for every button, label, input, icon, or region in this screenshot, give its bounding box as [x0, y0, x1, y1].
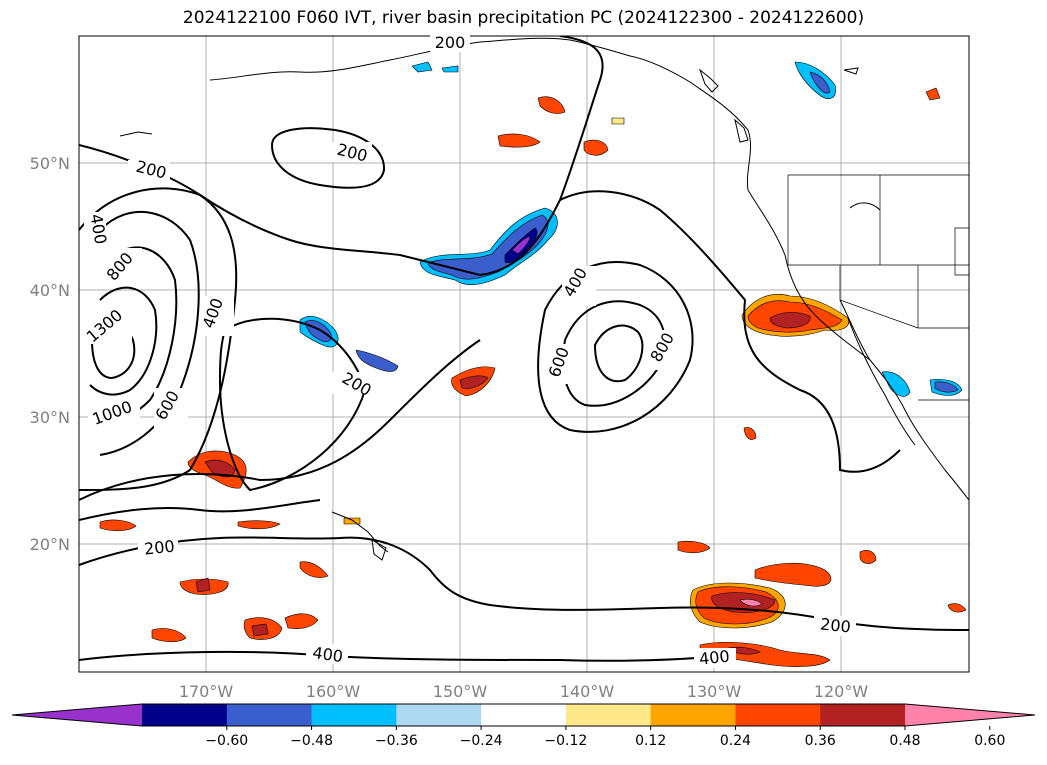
- contour-label: 200: [819, 614, 851, 636]
- lat-label: 40°N: [30, 281, 70, 300]
- colorbar-segment: [565, 704, 652, 726]
- lat-label: 50°N: [30, 154, 70, 173]
- colorbar-segment: [142, 704, 228, 726]
- colorbar-tick-label: 0.12: [635, 733, 666, 749]
- colorbar-segment: [396, 704, 482, 726]
- colorbar-tick-label: −0.12: [544, 733, 587, 749]
- colorbar-segment: [650, 704, 736, 726]
- colorbar-segment: [481, 704, 567, 726]
- lon-label: 140°W: [560, 682, 615, 701]
- colorbar-segment: [820, 704, 906, 726]
- contour-label: 200: [435, 33, 466, 52]
- contour-labels: 200 200 200 200 200 200 400 400 400 400 …: [83, 33, 856, 669]
- colorbar-tick-label: −0.36: [375, 733, 418, 749]
- map-frame: [78, 35, 970, 673]
- map-title: 2024122100 F060 IVT, river basin precipi…: [182, 8, 865, 28]
- lat-label: 30°N: [30, 408, 70, 427]
- graticule: [79, 36, 969, 672]
- contour-label: 400: [311, 643, 344, 666]
- lon-label: 130°W: [687, 682, 742, 701]
- colorbar-extend-low: [12, 704, 142, 726]
- colorbar-segment: [735, 704, 821, 726]
- colorbar-extend-high: [905, 704, 1035, 726]
- colorbar-tick-label: −0.24: [460, 733, 503, 749]
- contour-label: 200: [143, 536, 175, 558]
- contour-label: 400: [698, 646, 730, 668]
- lat-label: 20°N: [30, 535, 70, 554]
- lon-label: 160°W: [306, 682, 361, 701]
- lon-label: 120°W: [814, 682, 869, 701]
- colorbar-segment: [226, 704, 313, 726]
- colorbar-tick-label: 0.24: [720, 733, 751, 749]
- lon-label: 170°W: [179, 682, 234, 701]
- colorbar-tick-label: −0.48: [290, 733, 333, 749]
- colorbar-tick-label: 0.48: [889, 733, 920, 749]
- colorbar-outline: [11, 703, 1036, 727]
- lon-label: 150°W: [433, 682, 488, 701]
- colorbar-tick-label: 0.60: [974, 733, 1005, 749]
- longitude-labels: 170°W 160°W 150°W 140°W 130°W 120°W: [179, 682, 869, 701]
- state-borders: [787, 174, 969, 401]
- coastlines: [119, 37, 969, 561]
- colorbar: −0.60 −0.48 −0.36 −0.24 −0.12 0.12 0.24 0.36 0.4…: [11, 703, 1036, 749]
- map-area: [79, 36, 969, 672]
- colorbar-segment: [311, 704, 397, 726]
- colorbar-tick-label: 0.36: [805, 733, 836, 749]
- precip-shading: [99, 61, 967, 667]
- latitude-labels: 50°N 40°N 30°N 20°N: [30, 154, 70, 554]
- colorbar-tick-label: −0.60: [205, 733, 248, 749]
